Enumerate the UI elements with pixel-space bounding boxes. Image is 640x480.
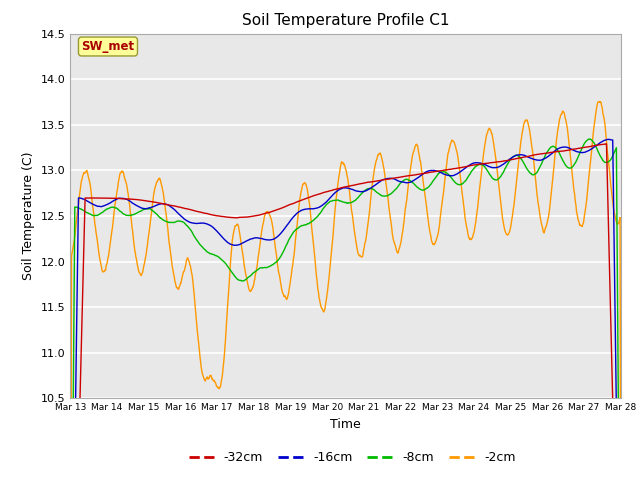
Text: SW_met: SW_met — [81, 40, 134, 53]
Y-axis label: Soil Temperature (C): Soil Temperature (C) — [22, 152, 35, 280]
Title: Soil Temperature Profile C1: Soil Temperature Profile C1 — [242, 13, 449, 28]
Legend: -32cm, -16cm, -8cm, -2cm: -32cm, -16cm, -8cm, -2cm — [184, 446, 520, 469]
X-axis label: Time: Time — [330, 418, 361, 431]
